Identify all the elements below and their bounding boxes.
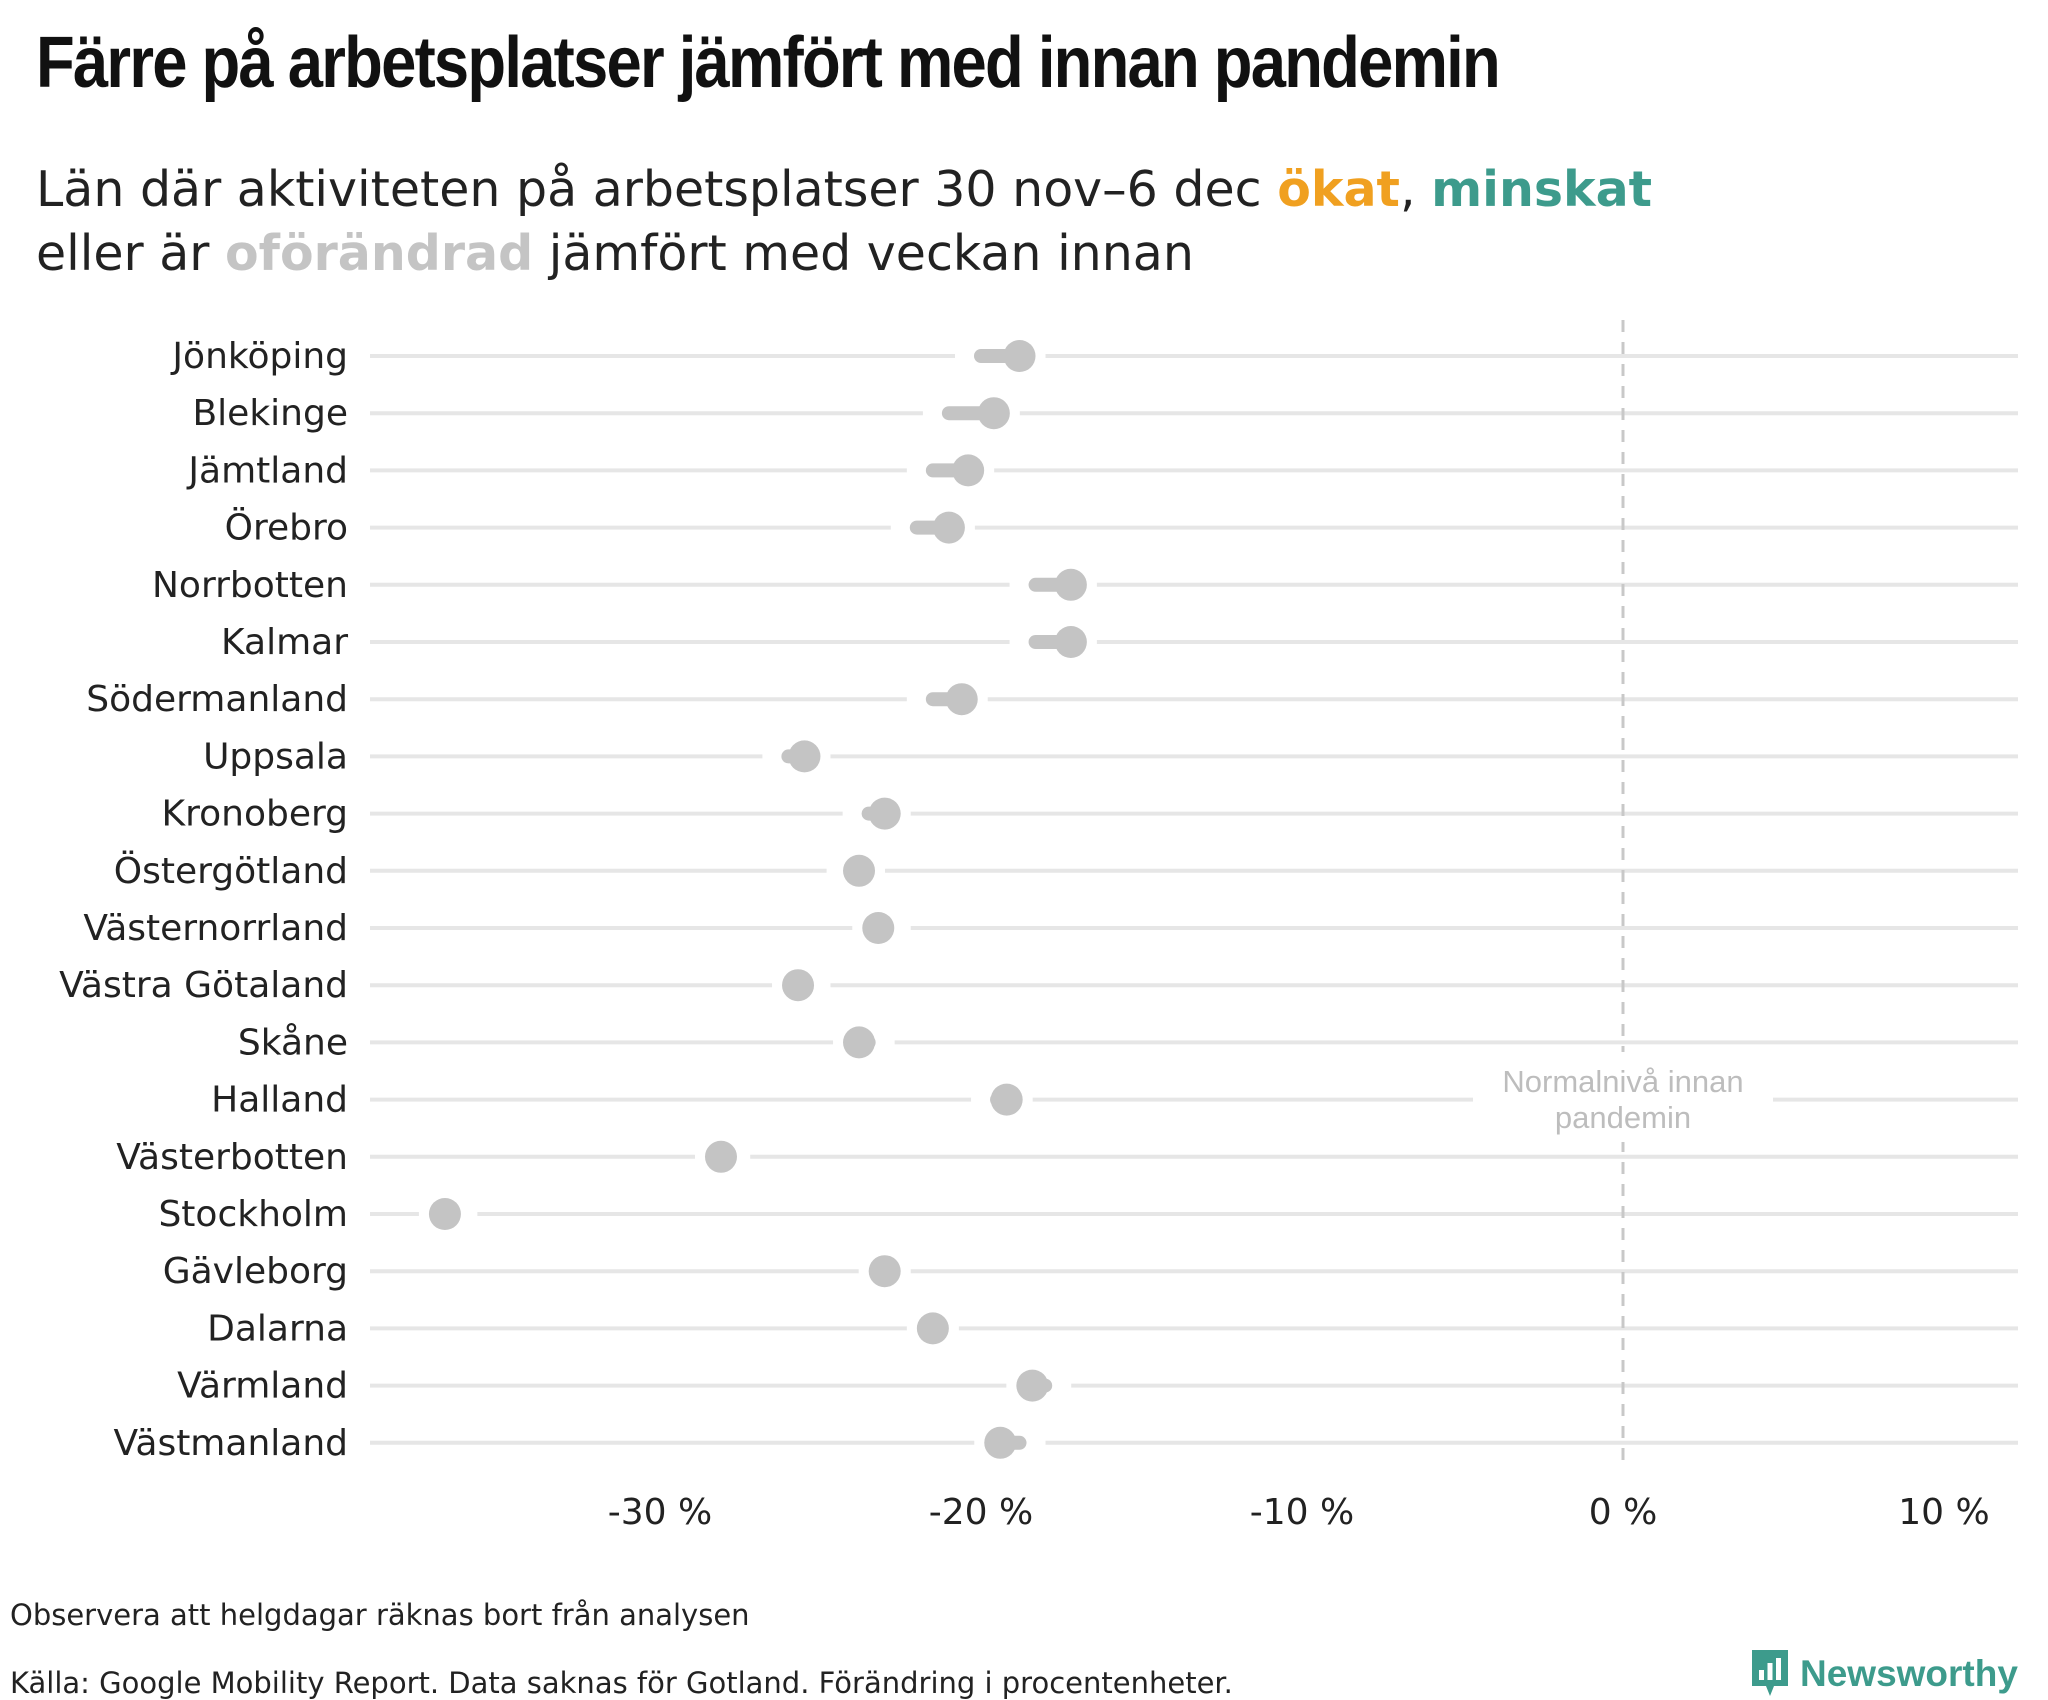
reference-line-label: Normalnivå innan [1502, 1064, 1743, 1099]
category-label: Halland [211, 1080, 348, 1121]
x-tick-label: -10 % [1250, 1492, 1354, 1533]
newsworthy-logo: Newsworthy [1750, 1648, 2018, 1700]
data-point [932, 511, 965, 544]
data-point [862, 912, 895, 944]
category-label: Västra Götaland [59, 965, 348, 1006]
newsworthy-logo-icon [1752, 1650, 1788, 1696]
x-tick-label: 10 % [1898, 1492, 1989, 1533]
data-point [984, 1426, 1017, 1459]
category-label: Kronoberg [161, 794, 348, 835]
category-label: Jämtland [186, 450, 348, 491]
chart-title: Färre på arbetsplatser jämfört med innan… [36, 23, 1501, 103]
category-label: Dalarna [207, 1308, 348, 1349]
footnote-holiday: Observera att helgdagar räknas bort från… [10, 1598, 750, 1632]
subtitle-line-1: Län där aktiviteten på arbetsplatser 30 … [36, 158, 1652, 222]
subtitle-comma: , [1399, 161, 1432, 218]
category-label: Blekinge [192, 393, 348, 434]
subtitle-text: eller är [36, 225, 225, 282]
legend-oforandrad: oförändrad [225, 225, 534, 282]
category-label: Stockholm [158, 1194, 348, 1235]
data-point [1016, 1369, 1049, 1402]
category-label: Norrbotten [152, 565, 348, 606]
category-label: Skåne [238, 1022, 348, 1063]
reference-line-label: pandemin [1555, 1100, 1691, 1135]
data-point [945, 683, 978, 716]
data-point [843, 854, 876, 887]
data-point [868, 797, 901, 830]
category-label: Östergötland [114, 850, 348, 892]
logo-text: Newsworthy [1800, 1653, 2018, 1694]
category-label: Västmanland [114, 1423, 348, 1464]
category-label: Uppsala [203, 736, 348, 777]
data-point [990, 1083, 1023, 1116]
data-point [916, 1312, 949, 1345]
category-label: Värmland [177, 1366, 348, 1407]
subtitle-line-2: eller är oförändrad jämfört med veckan i… [36, 222, 1652, 286]
category-label: Västerbotten [116, 1137, 348, 1178]
reference-label-background [1473, 1052, 1773, 1142]
x-tick-label: -30 % [608, 1492, 712, 1533]
data-point [782, 969, 815, 1002]
subtitle-text: jämfört med veckan innan [533, 225, 1194, 282]
category-label: Jönköping [170, 336, 348, 377]
data-point [952, 454, 985, 487]
legend-okat: ökat [1277, 161, 1400, 218]
legend-minskat: minskat [1431, 161, 1653, 218]
data-point [704, 1140, 737, 1173]
dot-plot-chart: Jönköping Blekinge Jämtland Örebro Norrbotte… [59, 320, 2018, 1533]
category-label: Gävleborg [163, 1251, 348, 1292]
data-point [868, 1255, 901, 1288]
data-point [1054, 568, 1087, 601]
data-point [788, 740, 821, 773]
category-label: Örebro [225, 507, 348, 549]
category-label: Kalmar [221, 622, 348, 663]
data-point [843, 1026, 876, 1059]
data-point [977, 397, 1010, 430]
x-tick-label: -20 % [929, 1492, 1033, 1533]
category-label: Södermanland [86, 679, 348, 720]
data-point [428, 1198, 461, 1230]
data-point [1054, 626, 1087, 658]
chart-subtitle: Län där aktiviteten på arbetsplatser 30 … [36, 158, 1652, 286]
category-label: Västernorrland [83, 908, 348, 949]
subtitle-text: Län där aktiviteten på arbetsplatser 30 … [36, 161, 1278, 218]
data-point [1003, 340, 1036, 372]
x-tick-label: 0 % [1589, 1492, 1658, 1533]
footnote-source: Källa: Google Mobility Report. Data sakn… [10, 1666, 1233, 1700]
